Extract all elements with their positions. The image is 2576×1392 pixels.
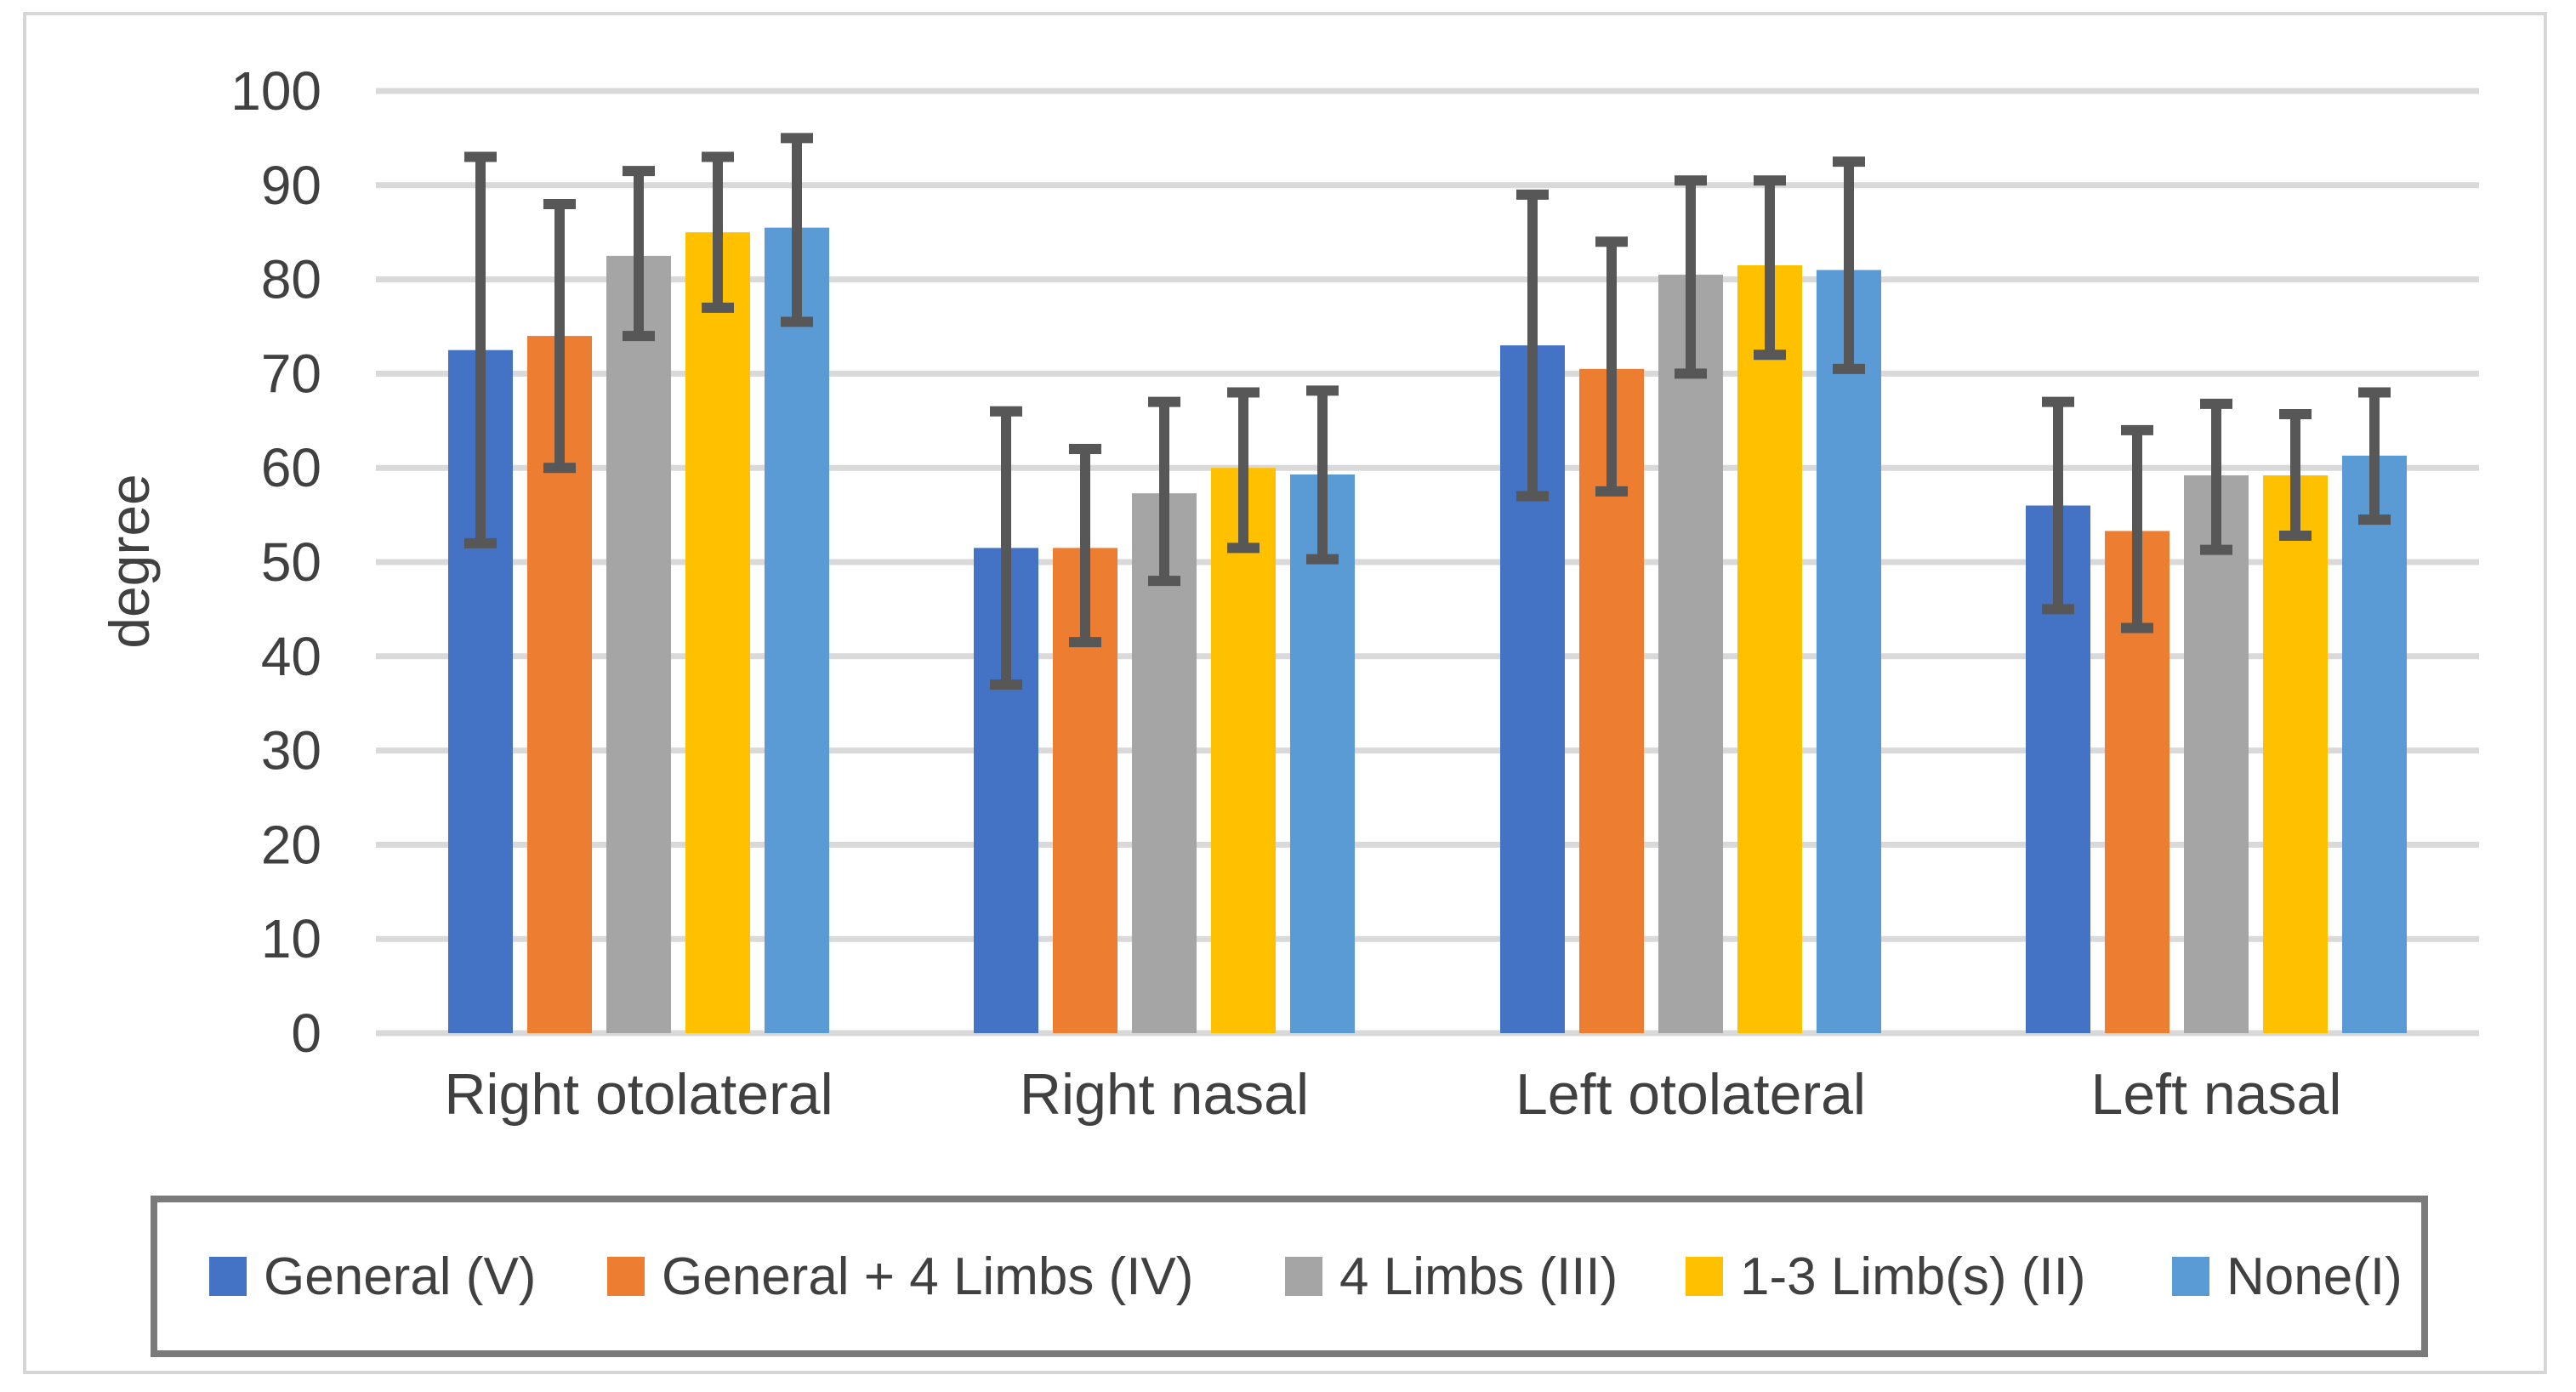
error-bar bbox=[1595, 236, 1628, 497]
legend-label: None(I) bbox=[2226, 1247, 2403, 1306]
category-label: Right otolateral bbox=[444, 1062, 833, 1127]
error-bar bbox=[1675, 175, 1707, 379]
y-tick-label: 0 bbox=[291, 1003, 321, 1064]
error-bar bbox=[2358, 387, 2391, 526]
legend: General (V) General + 4 Limbs (IV) 4 Limbs… bbox=[151, 1196, 2428, 1357]
bar bbox=[606, 255, 671, 1033]
bar bbox=[2184, 475, 2249, 1033]
error-bar bbox=[1227, 387, 1260, 554]
error-bar bbox=[1069, 444, 1101, 648]
legend-item: 4 Limbs (III) bbox=[1285, 1202, 1618, 1350]
bar bbox=[1737, 264, 1802, 1034]
error-bar bbox=[702, 151, 734, 313]
y-tick-label: 50 bbox=[261, 531, 321, 593]
category-label: Right nasal bbox=[1020, 1062, 1309, 1127]
bar bbox=[1290, 474, 1355, 1033]
bar bbox=[685, 232, 750, 1033]
error-bar bbox=[1306, 385, 1339, 565]
legend-swatch-icon bbox=[1285, 1257, 1322, 1296]
legend-item: General + 4 Limbs (IV) bbox=[607, 1202, 1193, 1350]
error-bar bbox=[2042, 396, 2074, 615]
error-bar bbox=[623, 166, 655, 342]
legend-swatch-icon bbox=[209, 1257, 247, 1296]
legend-swatch-icon bbox=[2172, 1257, 2209, 1296]
bar bbox=[1817, 270, 1881, 1033]
y-tick-label: 10 bbox=[261, 908, 321, 969]
error-bar bbox=[1516, 189, 1549, 502]
legend-swatch-icon bbox=[1686, 1257, 1723, 1296]
bar bbox=[1211, 468, 1276, 1033]
bar bbox=[1658, 275, 1723, 1033]
bar bbox=[765, 227, 829, 1033]
bar bbox=[2263, 475, 2328, 1033]
y-tick-label: 80 bbox=[261, 249, 321, 310]
y-tick-label: 90 bbox=[261, 155, 321, 216]
category-label: Left nasal bbox=[2091, 1062, 2342, 1127]
error-bar bbox=[781, 133, 813, 327]
error-bar bbox=[2279, 409, 2312, 541]
error-bar bbox=[990, 406, 1022, 690]
legend-item: General (V) bbox=[209, 1202, 536, 1350]
legend-label: General (V) bbox=[264, 1247, 537, 1306]
y-tick-label: 30 bbox=[261, 720, 321, 781]
error-bar bbox=[1833, 156, 1865, 374]
legend-label: 4 Limbs (III) bbox=[1339, 1247, 1618, 1306]
legend-label: General + 4 Limbs (IV) bbox=[662, 1247, 1194, 1306]
error-bar bbox=[543, 198, 576, 474]
legend-swatch-icon bbox=[607, 1257, 645, 1296]
y-tick-label: 20 bbox=[261, 814, 321, 875]
error-bar bbox=[2121, 424, 2153, 634]
legend-label: 1-3 Limb(s) (II) bbox=[1740, 1247, 2086, 1306]
legend-item: None(I) bbox=[2172, 1202, 2403, 1350]
error-bar bbox=[464, 151, 497, 548]
y-tick-label: 70 bbox=[261, 343, 321, 404]
y-tick-label: 60 bbox=[261, 437, 321, 498]
y-tick-label: 40 bbox=[261, 626, 321, 687]
error-bar bbox=[1148, 396, 1180, 587]
error-bar bbox=[1754, 175, 1786, 361]
y-tick-label: 100 bbox=[230, 60, 321, 122]
category-label: Left otolateral bbox=[1515, 1062, 1866, 1127]
legend-item: 1-3 Limb(s) (II) bbox=[1686, 1202, 2085, 1350]
y-axis-title: degree bbox=[98, 474, 161, 649]
error-bar bbox=[2200, 398, 2232, 555]
bar bbox=[2342, 455, 2407, 1033]
